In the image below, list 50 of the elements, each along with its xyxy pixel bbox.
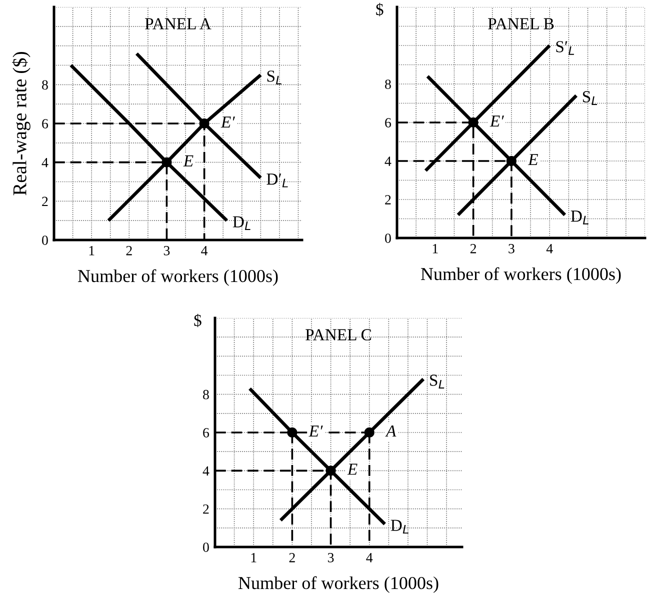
- x-axis-title: Number of workers (1000s): [420, 267, 621, 284]
- series-label: S$_{L}$: [267, 70, 282, 84]
- x-tick-label: 2: [289, 552, 295, 562]
- y-tick-label: 8: [42, 80, 48, 90]
- y-tick-label: 0: [203, 542, 209, 552]
- annotation: E: [347, 464, 358, 475]
- x-tick-label: 3: [328, 552, 334, 562]
- y-axis-title: $: [376, 2, 384, 16]
- y-tick-label: 4: [202, 466, 210, 476]
- y-tick-label: 6: [385, 118, 392, 128]
- y-tick-label: 4: [42, 158, 48, 168]
- y-tick-label: 8: [203, 390, 209, 400]
- x-tick-label: 4: [366, 553, 373, 562]
- x-axis-title: Number of workers (1000s): [78, 269, 278, 286]
- x-axis-title: Number of workers (1000s): [238, 576, 438, 593]
- text: PANEL C: [306, 329, 371, 340]
- series-label: D′$_{L}$: [266, 174, 288, 188]
- y-tick-label: 4: [384, 156, 392, 166]
- y-axis-title: Real-wage rate ($): [12, 52, 30, 196]
- x-tick-label: 1: [432, 244, 438, 254]
- x-tick-label: 3: [508, 244, 514, 254]
- x-tick-label: 2: [126, 246, 132, 256]
- y-tick-label: 0: [42, 236, 48, 245]
- x-tick-label: 2: [470, 244, 476, 254]
- x-tick-label: 1: [89, 246, 94, 256]
- x-tick-label: 4: [546, 244, 553, 254]
- x-tick-label: 1: [251, 553, 256, 562]
- y-tick-label: 8: [385, 80, 391, 89]
- y-tick-label: 2: [42, 196, 48, 206]
- annotation: E′: [308, 426, 323, 437]
- annotation: A: [385, 426, 396, 437]
- series-label: D$_{L}$: [390, 520, 408, 534]
- annotation: E′: [490, 116, 504, 127]
- annotation: E: [528, 154, 538, 166]
- series-label: D$_{L}$: [570, 210, 588, 224]
- text: PANEL B: [488, 18, 554, 30]
- series-label: S$_{L}$: [582, 91, 598, 105]
- series-label: S′$_{L}$: [556, 41, 574, 55]
- y-tick-label: 2: [385, 195, 391, 204]
- y-tick-label: 0: [385, 234, 391, 243]
- y-tick-label: 6: [203, 428, 210, 438]
- y-tick-label: 2: [203, 504, 209, 514]
- text: PANEL A: [145, 18, 212, 30]
- x-tick-label: 3: [164, 246, 170, 256]
- y-tick-label: 6: [42, 119, 48, 128]
- annotation: E: [183, 155, 194, 166]
- annotation: E′: [220, 116, 235, 128]
- series-label: D$_{L}$: [232, 216, 250, 230]
- y-axis-title: $: [194, 314, 202, 328]
- series-label: S$_{L}$: [430, 374, 444, 388]
